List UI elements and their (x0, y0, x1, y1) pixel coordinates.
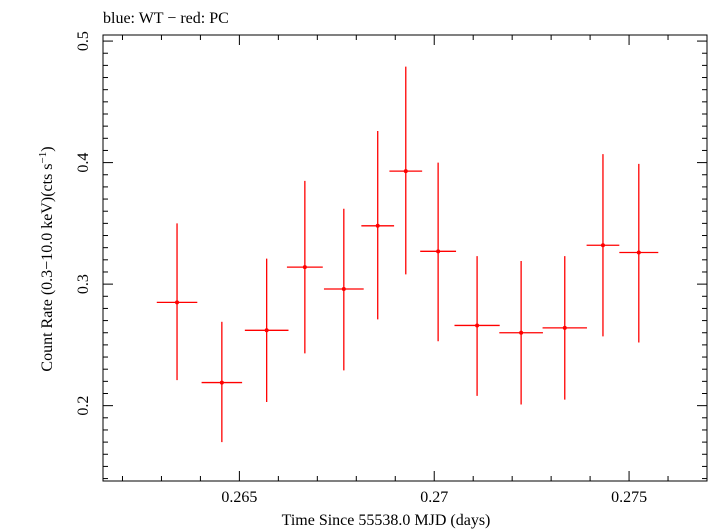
point-marker (519, 330, 524, 335)
point-marker (302, 265, 307, 270)
point-marker (562, 325, 567, 330)
point-marker (375, 223, 380, 228)
data-point (286, 180, 323, 354)
data-point (619, 163, 659, 343)
data-point (201, 321, 243, 443)
y-axis-label-main: Count Rate (0.3−10.0 keV)(cts s (39, 163, 56, 371)
axis-ticks (103, 35, 708, 481)
data-point (454, 256, 500, 396)
point-marker (600, 243, 605, 248)
point-marker (175, 300, 180, 305)
point-marker (341, 286, 346, 291)
x-axis-label: Time Since 55538.0 MJD (days) (282, 512, 491, 529)
point-marker (636, 250, 641, 255)
y-tick-label: 0.5 (75, 31, 92, 51)
data-point (244, 258, 289, 403)
point-marker (403, 169, 408, 174)
y-tick-label: 0.3 (75, 274, 92, 294)
data-point (323, 208, 364, 371)
data-point (156, 223, 198, 381)
data-point (361, 131, 395, 320)
data-point (542, 256, 587, 400)
y-axis-label-close: ) (39, 146, 56, 151)
x-tick-label: 0.275 (611, 489, 647, 506)
plot-frame (102, 34, 708, 482)
tick-labels: 0.265 0.27 0.275 0.2 0.3 0.4 0.5 (75, 31, 647, 506)
point-marker (219, 380, 224, 385)
data-points (156, 66, 659, 443)
data-point (499, 261, 543, 405)
data-point (586, 154, 620, 337)
y-tick-label: 0.4 (75, 153, 92, 173)
x-tick-label: 0.27 (420, 489, 448, 506)
data-point (389, 66, 423, 275)
point-marker (264, 328, 269, 333)
x-tick-label: 0.265 (221, 489, 257, 506)
chart-title: blue: WT − red: PC (103, 10, 229, 27)
y-axis-label-exponent: −1 (37, 152, 49, 164)
data-point (420, 162, 457, 342)
point-marker (436, 249, 441, 254)
y-axis-label: Count Rate (0.3−10.0 keV)(cts s−1) (37, 146, 56, 371)
y-tick-label: 0.2 (75, 396, 92, 416)
point-marker (475, 323, 480, 328)
